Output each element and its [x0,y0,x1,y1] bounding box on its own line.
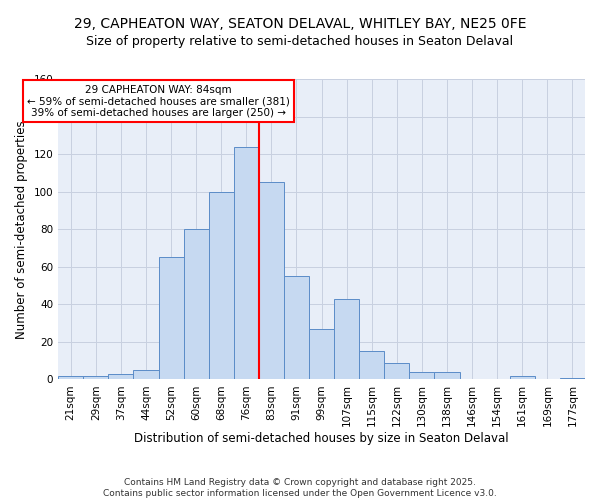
Bar [259,182,284,380]
Bar [109,374,133,380]
Bar [184,229,209,380]
Text: Contains HM Land Registry data © Crown copyright and database right 2025.
Contai: Contains HM Land Registry data © Crown c… [103,478,497,498]
Bar [58,376,83,380]
Bar [309,329,334,380]
Bar [234,146,259,380]
Text: 29 CAPHEATON WAY: 84sqm
← 59% of semi-detached houses are smaller (381)
39% of s: 29 CAPHEATON WAY: 84sqm ← 59% of semi-de… [27,84,290,118]
Bar [359,352,385,380]
Y-axis label: Number of semi-detached properties: Number of semi-detached properties [15,120,28,338]
Bar [158,258,184,380]
Bar [209,192,234,380]
Bar [334,298,359,380]
Bar [434,372,460,380]
X-axis label: Distribution of semi-detached houses by size in Seaton Delaval: Distribution of semi-detached houses by … [134,432,509,445]
Bar [409,372,434,380]
Bar [510,376,535,380]
Text: 29, CAPHEATON WAY, SEATON DELAVAL, WHITLEY BAY, NE25 0FE: 29, CAPHEATON WAY, SEATON DELAVAL, WHITL… [74,18,526,32]
Bar [83,376,109,380]
Bar [385,362,409,380]
Text: Size of property relative to semi-detached houses in Seaton Delaval: Size of property relative to semi-detach… [86,35,514,48]
Bar [560,378,585,380]
Bar [284,276,309,380]
Bar [133,370,158,380]
